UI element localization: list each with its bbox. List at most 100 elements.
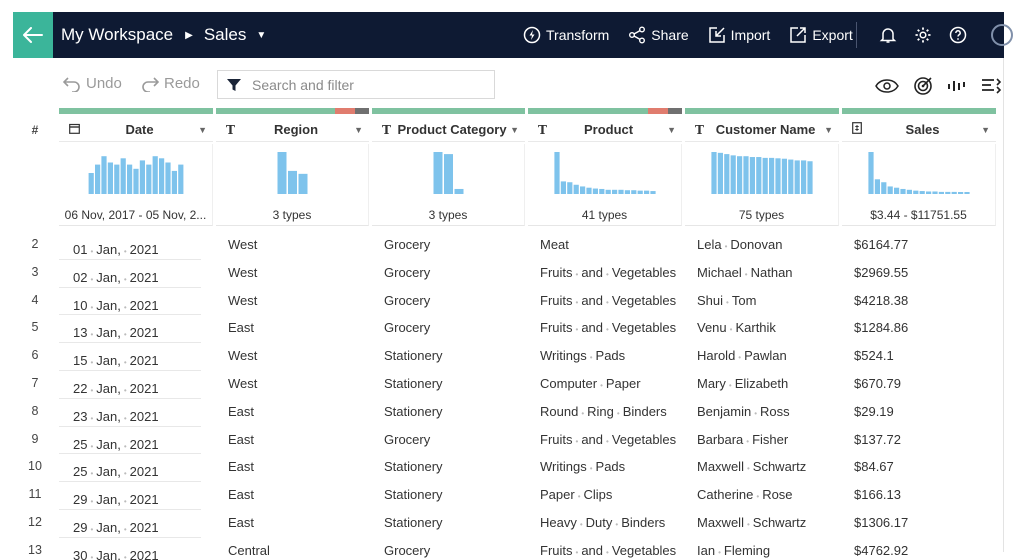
cell-customer[interactable]: Maxwell • Schwartz bbox=[697, 515, 806, 530]
cell-sales[interactable]: $1284.86 bbox=[854, 320, 909, 336]
table-row[interactable]: 5 13 • Jan, • 2021 East Grocery Fruits • and • Veget… bbox=[13, 315, 1004, 344]
cell-region[interactable]: East bbox=[228, 515, 255, 530]
cell-category[interactable]: Stationery bbox=[384, 376, 443, 391]
cell-customer[interactable]: Ian • Fleming bbox=[697, 543, 770, 558]
bell-icon[interactable] bbox=[879, 26, 897, 44]
table-row[interactable]: 10 25 • Jan, • 2021 East Stationery Writings • Pad… bbox=[13, 454, 1004, 483]
chevron-down-icon[interactable]: ▼ bbox=[667, 124, 676, 135]
cell-region[interactable]: East bbox=[228, 320, 255, 336]
columns-chart-icon[interactable] bbox=[947, 79, 967, 93]
avatar[interactable] bbox=[991, 24, 1013, 46]
table-row[interactable]: 13 30 • Jan, • 2021 Central Grocery Fruits • and • V… bbox=[13, 538, 1004, 560]
view-dropdown-icon[interactable]: ▼ bbox=[256, 29, 267, 41]
cell-date[interactable]: 25 • Jan, • 2021 bbox=[73, 437, 159, 452]
cell-customer[interactable]: Mary • Elizabeth bbox=[697, 376, 788, 391]
menu-list-icon[interactable] bbox=[981, 76, 1003, 96]
cell-sales[interactable]: $29.19 bbox=[854, 403, 894, 419]
column-header-region[interactable]: T Region ▼ bbox=[216, 118, 369, 142]
help-icon[interactable] bbox=[949, 26, 967, 44]
cell-customer[interactable]: Lela • Donovan bbox=[697, 237, 782, 252]
cell-customer[interactable]: Michael • Nathan bbox=[697, 265, 793, 280]
cell-customer[interactable]: Harold • Pawlan bbox=[697, 348, 787, 363]
column-header-customer-name[interactable]: T Customer Name ▼ bbox=[685, 118, 839, 142]
cell-date[interactable]: 01 • Jan, • 2021 bbox=[73, 242, 159, 257]
cell-sales[interactable]: $4218.38 bbox=[854, 292, 909, 308]
cell-customer[interactable]: Maxwell • Schwartz bbox=[697, 459, 806, 474]
cell-date[interactable]: 30 • Jan, • 2021 bbox=[73, 548, 159, 560]
cell-product[interactable]: Fruits • and • Vegetables bbox=[540, 265, 676, 280]
cell-product[interactable]: Heavy • Duty • Binders bbox=[540, 515, 665, 530]
table-row[interactable]: 2 01 • Jan, • 2021 West Grocery Meat Lela • Donovan… bbox=[13, 232, 1004, 260]
cell-customer[interactable]: Benjamin • Ross bbox=[697, 404, 790, 419]
search-filter-input[interactable]: Search and filter bbox=[217, 70, 495, 99]
table-row[interactable]: 6 15 • Jan, • 2021 West Stationery Writings • Pads… bbox=[13, 343, 1004, 371]
cell-region[interactable]: West bbox=[228, 348, 258, 364]
cell-sales[interactable]: $1306.17 bbox=[854, 515, 909, 530]
cell-sales[interactable]: $6164.77 bbox=[854, 237, 909, 252]
cell-category[interactable]: Stationery bbox=[384, 487, 443, 503]
column-header-date[interactable]: Date ▼ bbox=[59, 118, 213, 142]
chevron-down-icon[interactable]: ▼ bbox=[510, 124, 519, 135]
cell-region[interactable]: East bbox=[228, 459, 255, 475]
cell-category[interactable]: Grocery bbox=[384, 320, 431, 336]
cell-date[interactable]: 23 • Jan, • 2021 bbox=[73, 409, 159, 424]
cell-region[interactable]: West bbox=[228, 376, 258, 391]
chevron-down-icon[interactable]: ▼ bbox=[354, 124, 363, 135]
cell-sales[interactable]: $137.72 bbox=[854, 431, 901, 447]
workspace-link[interactable]: My Workspace bbox=[61, 25, 174, 44]
target-icon[interactable] bbox=[913, 76, 933, 96]
cell-region[interactable]: West bbox=[228, 292, 258, 308]
cell-customer[interactable]: Venu • Karthik bbox=[697, 320, 776, 335]
cell-date[interactable]: 25 • Jan, • 2021 bbox=[73, 464, 159, 479]
cell-date[interactable]: 22 • Jan, • 2021 bbox=[73, 381, 159, 396]
cell-region[interactable]: Central bbox=[228, 542, 270, 558]
back-button[interactable] bbox=[13, 12, 53, 58]
cell-product[interactable]: Paper • Clips bbox=[540, 487, 612, 502]
cell-date[interactable]: 15 • Jan, • 2021 bbox=[73, 353, 159, 368]
chevron-down-icon[interactable]: ▼ bbox=[824, 124, 833, 135]
cell-product[interactable]: Fruits • and • Vegetables bbox=[540, 320, 676, 335]
cell-sales[interactable]: $2969.55 bbox=[854, 264, 909, 280]
cell-date[interactable]: 29 • Jan, • 2021 bbox=[73, 520, 159, 535]
cell-date[interactable]: 13 • Jan, • 2021 bbox=[73, 325, 159, 340]
column-header-product-category[interactable]: T Product Category ▼ bbox=[372, 118, 525, 142]
cell-category[interactable]: Stationery bbox=[384, 403, 443, 419]
cell-sales[interactable]: $670.79 bbox=[854, 376, 901, 391]
undo-button[interactable]: Undo bbox=[63, 75, 122, 92]
cell-customer[interactable]: Catherine • Rose bbox=[697, 487, 793, 502]
chevron-down-icon[interactable]: ▼ bbox=[981, 124, 990, 135]
cell-category[interactable]: Grocery bbox=[384, 292, 431, 308]
cell-customer[interactable]: Shui • Tom bbox=[697, 293, 756, 308]
cell-product[interactable]: Meat bbox=[540, 237, 569, 252]
cell-category[interactable]: Stationery bbox=[384, 459, 443, 475]
eye-icon[interactable] bbox=[875, 79, 899, 93]
share-button[interactable]: Share bbox=[628, 26, 689, 44]
cell-category[interactable]: Grocery bbox=[384, 264, 431, 280]
cell-category[interactable]: Stationery bbox=[384, 348, 443, 364]
cell-sales[interactable]: $166.13 bbox=[854, 487, 901, 503]
cell-sales[interactable]: $4762.92 bbox=[854, 542, 909, 558]
table-row[interactable]: 4 10 • Jan, • 2021 West Grocery Fruits • and • Veget… bbox=[13, 288, 1004, 316]
chevron-down-icon[interactable]: ▼ bbox=[198, 124, 207, 135]
table-row[interactable]: 7 22 • Jan, • 2021 West Stationery Computer • Pape… bbox=[13, 371, 1004, 399]
table-row[interactable]: 3 02 • Jan, • 2021 West Grocery Fruits • and • Veget… bbox=[13, 260, 1004, 288]
cell-date[interactable]: 10 • Jan, • 2021 bbox=[73, 298, 159, 313]
cell-category[interactable]: Grocery bbox=[384, 237, 431, 252]
gear-icon[interactable] bbox=[914, 26, 932, 44]
cell-region[interactable]: West bbox=[228, 264, 258, 280]
cell-region[interactable]: West bbox=[228, 237, 258, 252]
cell-category[interactable]: Grocery bbox=[384, 542, 431, 558]
export-button[interactable]: Export bbox=[789, 26, 853, 44]
transform-button[interactable]: Transform bbox=[523, 26, 609, 44]
cell-product[interactable]: Fruits • and • Vegetables bbox=[540, 432, 676, 447]
cell-region[interactable]: East bbox=[228, 403, 255, 419]
cell-sales[interactable]: $84.67 bbox=[854, 459, 894, 475]
cell-product[interactable]: Fruits • and • Vegetables bbox=[540, 543, 676, 558]
cell-customer[interactable]: Barbara • Fisher bbox=[697, 432, 788, 447]
cell-region[interactable]: East bbox=[228, 487, 255, 503]
table-row[interactable]: 9 25 • Jan, • 2021 East Grocery Fruits • and • Veget… bbox=[13, 427, 1004, 455]
view-name[interactable]: Sales bbox=[203, 25, 247, 44]
cell-date[interactable]: 02 • Jan, • 2021 bbox=[73, 270, 159, 285]
import-button[interactable]: Import bbox=[708, 26, 770, 44]
cell-product[interactable]: Round • Ring • Binders bbox=[540, 404, 667, 419]
